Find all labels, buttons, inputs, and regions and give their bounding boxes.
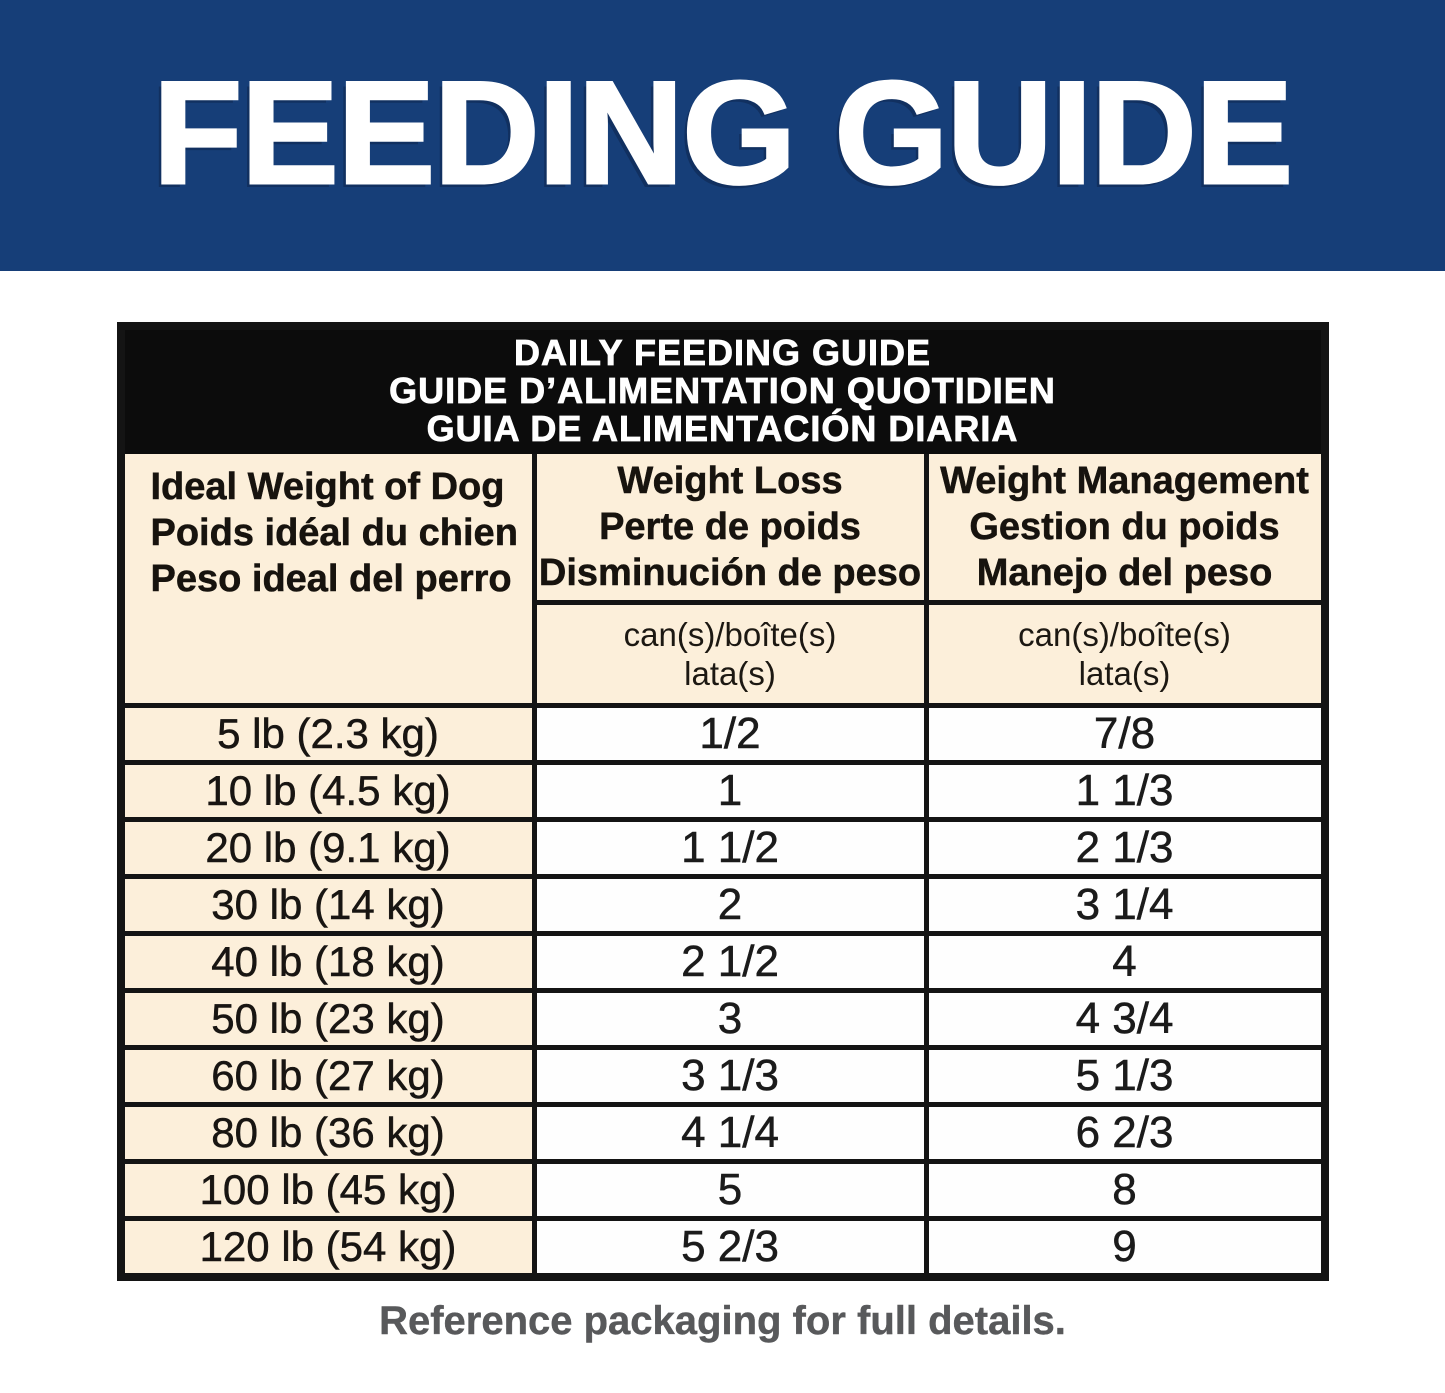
table-row: 20 lb (9.1 kg) 1 1/2 2 1/3: [124, 817, 1321, 874]
column-header-weight-loss-es: Disminución de peso: [538, 552, 922, 595]
weight-management-cell: 6 2/3: [928, 1102, 1321, 1159]
weight-management-cell: 2 1/3: [928, 817, 1321, 874]
weight-cell: 120 lb (54 kg): [124, 1216, 537, 1273]
table-row: 40 lb (18 kg) 2 1/2 4: [124, 931, 1321, 988]
weight-loss-cell: 2: [536, 874, 929, 931]
weight-loss-cell: 5 2/3: [536, 1216, 929, 1273]
weight-management-cell: 1 1/3: [928, 760, 1321, 817]
weight-loss-cell: 4 1/4: [536, 1102, 929, 1159]
table-row: 100 lb (45 kg) 5 8: [124, 1159, 1321, 1216]
table-row: 60 lb (27 kg) 3 1/3 5 1/3: [124, 1045, 1321, 1102]
weight-loss-cell: 1: [536, 760, 929, 817]
weight-loss-cell: 3 1/3: [536, 1045, 929, 1102]
column-header-weight-management-fr: Gestion du poids: [969, 506, 1280, 549]
footer-note: Reference packaging for full details.: [379, 1299, 1066, 1343]
weight-management-cell: 4 3/4: [928, 988, 1321, 1045]
units-latas: lata(s): [1078, 655, 1171, 692]
column-header-weight-loss-en: Weight Loss: [617, 460, 843, 503]
column-header-ideal-weight-en: Ideal Weight of Dog: [150, 466, 505, 509]
weight-cell: 20 lb (9.1 kg): [124, 817, 537, 874]
weight-management-cell: 8: [928, 1159, 1321, 1216]
weight-cell: 30 lb (14 kg): [124, 874, 537, 931]
units-cans-boites: can(s)/boîte(s): [1018, 616, 1231, 653]
table-row: 80 lb (36 kg) 4 1/4 6 2/3: [124, 1102, 1321, 1159]
weight-cell: 40 lb (18 kg): [124, 931, 537, 988]
column-header-row: Ideal Weight of Dog Poids idéal du chien…: [124, 454, 1321, 703]
weight-management-cell: 7/8: [928, 703, 1321, 760]
weight-cell: 80 lb (36 kg): [124, 1102, 537, 1159]
weight-loss-cell: 2 1/2: [536, 931, 929, 988]
column-header-weight-management-es: Manejo del peso: [976, 552, 1273, 595]
weight-loss-cell: 1 1/2: [536, 817, 929, 874]
weight-loss-cell: 3: [536, 988, 929, 1045]
column-header-weight-management-en: Weight Management: [940, 460, 1309, 503]
weight-management-cell: 5 1/3: [928, 1045, 1321, 1102]
column-header-weight-loss: Weight Loss Perte de poids Disminución d…: [536, 454, 929, 600]
feeding-guide-banner: FEEDING GUIDE: [0, 0, 1445, 271]
units-latas: lata(s): [684, 655, 776, 692]
weight-management-cell: 9: [928, 1216, 1321, 1273]
table-title-line-fr: GUIDE D’ALIMENTATION QUOTIDIEN: [389, 370, 1056, 411]
weight-loss-cell: 5: [536, 1159, 929, 1216]
weight-cell: 100 lb (45 kg): [124, 1159, 537, 1216]
table-title-line-es: GUIA DE ALIMENTACIÓN DIARIA: [426, 408, 1019, 449]
column-header-ideal-weight: Ideal Weight of Dog Poids idéal du chien…: [124, 454, 537, 703]
column-header-weight-management: Weight Management Gestion du poids Manej…: [928, 454, 1321, 600]
table-row: 5 lb (2.3 kg) 1/2 7/8: [124, 703, 1321, 760]
column-header-ideal-weight-fr: Poids idéal du chien: [150, 512, 518, 555]
weight-cell: 60 lb (27 kg): [124, 1045, 537, 1102]
table-row: 10 lb (4.5 kg) 1 1 1/3: [124, 760, 1321, 817]
table-title-line-en: DAILY FEEDING GUIDE: [513, 332, 932, 373]
table-title-row: DAILY FEEDING GUIDE GUIDE D’ALIMENTATION…: [124, 330, 1321, 454]
column-header-weight-loss-fr: Perte de poids: [599, 506, 861, 549]
table-title: DAILY FEEDING GUIDE GUIDE D’ALIMENTATION…: [124, 330, 1321, 454]
units-label-weight-management: can(s)/boîte(s) lata(s): [928, 600, 1321, 703]
table-row: 120 lb (54 kg) 5 2/3 9: [124, 1216, 1321, 1273]
weight-loss-cell: 1/2: [536, 703, 929, 760]
units-cans-boites: can(s)/boîte(s): [623, 616, 837, 653]
daily-feeding-guide-table: DAILY FEEDING GUIDE GUIDE D’ALIMENTATION…: [116, 322, 1329, 1281]
units-label-weight-loss: can(s)/boîte(s) lata(s): [536, 600, 929, 703]
page-title: FEEDING GUIDE: [152, 50, 1295, 214]
weight-management-cell: 3 1/4: [928, 874, 1321, 931]
weight-cell: 10 lb (4.5 kg): [124, 760, 537, 817]
weight-cell: 50 lb (23 kg): [124, 988, 537, 1045]
weight-management-cell: 4: [928, 931, 1321, 988]
units-row: can(s)/boîte(s) lata(s) can(s)/boîte(s) …: [125, 600, 1321, 703]
table-row: 30 lb (14 kg) 2 3 1/4: [124, 874, 1321, 931]
column-header-ideal-weight-es: Peso ideal del perro: [150, 558, 512, 601]
weight-cell: 5 lb (2.3 kg): [124, 703, 537, 760]
table-row: 50 lb (23 kg) 3 4 3/4: [124, 988, 1321, 1045]
